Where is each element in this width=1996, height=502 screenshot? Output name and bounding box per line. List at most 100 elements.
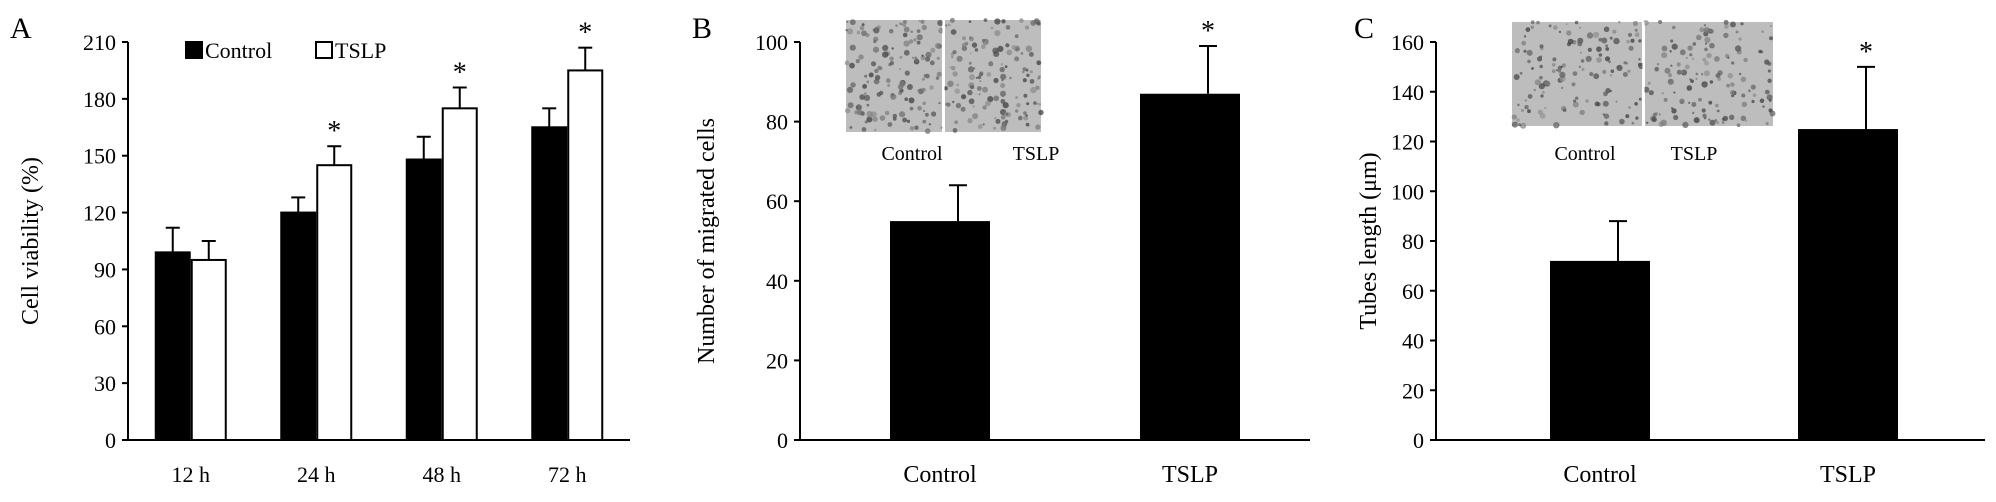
inset-image-control-speck [902, 32, 908, 38]
inset-image-tslp-speck [1738, 37, 1742, 41]
inset-image-tslp-speck [1676, 69, 1682, 75]
inset-image-control-speck [847, 102, 854, 109]
inset-image-control-speck [1593, 31, 1600, 38]
inset-image-control-speck [938, 102, 941, 105]
inset-image-control-speck [1539, 75, 1543, 80]
inset-image-control-speck [1527, 59, 1531, 64]
inset-image-control-speck [1609, 36, 1613, 40]
inset-image-tslp-speck [1727, 56, 1730, 59]
x-tick-label: 12 h [172, 462, 211, 487]
inset-image-tslp-speck [1686, 85, 1693, 91]
significance-marker: * [1859, 37, 1873, 68]
inset-image-control-speck [879, 115, 886, 121]
inset-image-tslp-speck [1656, 62, 1660, 66]
inset-image-tslp-speck [1695, 72, 1699, 76]
inset-image-tslp-speck [969, 74, 975, 81]
inset-image-tslp-speck [1709, 119, 1716, 126]
inset-image-tslp-speck [1671, 43, 1678, 50]
inset-image-control-speck [1638, 58, 1641, 61]
inset-image-control-speck [1516, 118, 1520, 122]
inset-image-control-speck [1623, 61, 1627, 65]
y-tick-label: 60 [766, 189, 788, 214]
inset-image-control-speck [899, 55, 903, 59]
inset-image-control-speck [1577, 41, 1583, 47]
inset-image-tslp-speck [961, 94, 967, 100]
inset-image-control-speck [916, 29, 921, 33]
inset-image-control-speck [890, 93, 897, 100]
inset-image-tslp-speck [1002, 102, 1009, 109]
inset-image-tslp-speck [971, 42, 978, 48]
inset-image-tslp-speck [1001, 79, 1004, 82]
inset-image-control-speck [845, 108, 851, 114]
inset-image-tslp-speck [1709, 29, 1713, 33]
inset-image-tslp-speck [1723, 32, 1729, 39]
y-tick-label: 180 [83, 87, 116, 112]
inset-image-control-speck [874, 68, 879, 74]
inset-image-control-speck [1632, 20, 1638, 27]
inset-image-tslp-speck [1730, 82, 1735, 87]
inset-image-control-speck [1610, 69, 1615, 73]
inset-image-tslp-speck [978, 93, 981, 96]
inset-image-tslp-speck [1025, 122, 1030, 127]
inset-image-tslp-speck [1000, 63, 1004, 66]
inset-image-tslp-speck [1038, 103, 1042, 106]
inset-image-control-speck [1527, 109, 1531, 114]
inset-image-tslp-speck [972, 113, 979, 120]
bar-tslp [190, 258, 227, 442]
inset-image-tslp-speck [950, 29, 957, 35]
inset-image-tslp-speck [993, 95, 1000, 102]
inset-image-control-speck [909, 106, 914, 111]
inset-image-control-speck [1628, 106, 1631, 109]
inset-image-control-speck [1545, 81, 1549, 86]
inset-image-tslp-speck [1658, 113, 1661, 116]
inset-image-control-speck [1578, 65, 1582, 69]
inset-image-tslp-speck [1689, 53, 1693, 57]
inset-image-tslp-speck [1701, 108, 1706, 113]
panel-c-chart: 0 20 40 60 80 100 120 140 160 Tubes length (μm) Co… [1356, 19, 1985, 488]
inset-image-control-speck [1604, 56, 1611, 62]
inset-image-control-speck [917, 89, 920, 92]
inset-image-control-speck [1603, 26, 1610, 33]
inset-image-tslp-speck [1731, 61, 1735, 65]
inset-image-control-speck [1521, 40, 1527, 46]
y-tick-label: 0 [1413, 428, 1424, 453]
inset-image-tslp-speck [969, 52, 972, 55]
inset-image-tslp-speck [1715, 103, 1719, 108]
inset-image-control-speck [889, 61, 895, 66]
inset-image-control-speck [1527, 94, 1533, 99]
legend-label-control: Control [205, 38, 272, 63]
inset-image-tslp-speck [1698, 97, 1702, 102]
inset-image-tslp-speck [1706, 52, 1712, 59]
inset-image-tslp-speck [1035, 85, 1039, 90]
inset-image-tslp-speck [1668, 79, 1672, 82]
inset-image-control-speck [925, 51, 932, 58]
inset-image-tslp-speck [1006, 49, 1013, 56]
inset-image-control-speck [859, 25, 865, 31]
inset-image-control-speck [935, 42, 941, 49]
x-tick-label: Control [903, 462, 977, 488]
y-tick-label: 80 [1402, 229, 1424, 254]
inset-image-tslp-speck [952, 71, 958, 77]
inset-image-control-speck [1559, 71, 1566, 78]
inset-image-tslp-speck [987, 96, 994, 103]
inset-image-tslp-speck [1684, 64, 1690, 70]
inset-image-tslp-speck [1671, 107, 1674, 110]
inset-image-tslp-speck [1019, 18, 1024, 23]
inset-image-control-speck [1514, 48, 1520, 54]
inset-image-control-speck [921, 77, 925, 81]
inset-label-control: Control [881, 143, 943, 165]
inset-image-control-speck [906, 84, 913, 90]
inset-image-control-speck [1560, 65, 1563, 68]
y-tick-label: 120 [83, 201, 116, 226]
inset-image-control-speck [922, 101, 926, 106]
inset-image-tslp-speck [1000, 90, 1006, 97]
inset-label-tslp: TSLP [1013, 143, 1060, 165]
inset-image-tslp-speck [1647, 81, 1651, 85]
y-tick-label: 40 [1402, 329, 1424, 354]
inset-image-control-speck [917, 106, 922, 111]
inset-image-control-speck [1587, 47, 1592, 53]
inset-image-control-speck [849, 19, 856, 26]
inset-image-tslp-speck [1036, 21, 1041, 26]
inset-image-control-speck [916, 34, 923, 41]
inset-image-control-speck [872, 46, 880, 53]
